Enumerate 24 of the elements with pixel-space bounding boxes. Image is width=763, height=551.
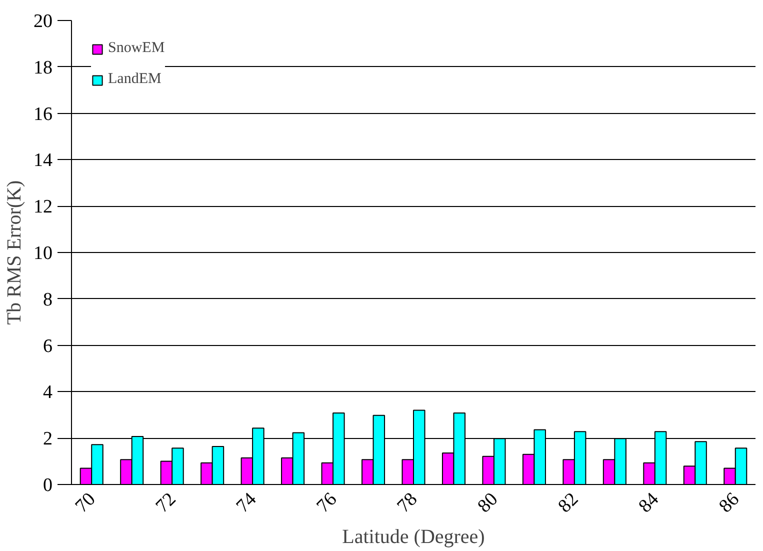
x-tick-label: 72 [152, 488, 180, 518]
x-tick-label: 78 [393, 488, 422, 518]
x-tick-label: 74 [232, 488, 262, 518]
legend-label: LandEM [108, 71, 162, 88]
y-tick-label: 4 [43, 382, 53, 404]
x-tick-label: 84 [634, 488, 664, 518]
y-tick-label: 6 [43, 336, 52, 357]
x-axis-title: Latitude (Degree) [342, 526, 485, 548]
y-tick-label: 18 [34, 57, 52, 78]
y-tick-label: 0 [43, 475, 52, 496]
x-tick-label: 80 [474, 488, 502, 518]
x-tick-label: 86 [715, 488, 744, 518]
x-tick-label: 76 [312, 488, 342, 518]
x-tick-label: 70 [71, 488, 100, 518]
y-tick-label: 8 [43, 289, 52, 310]
y-axis-title: Tb RMS Error(K) [4, 180, 26, 325]
y-tick-label: 14 [34, 150, 53, 172]
legend-label: SnowEM [108, 40, 165, 57]
y-tick-label: 16 [34, 104, 52, 125]
y-tick-label: 2 [43, 428, 52, 450]
y-tick-label: 20 [34, 11, 52, 32]
y-tick-label: 12 [34, 196, 52, 218]
x-tick-label: 82 [554, 488, 583, 518]
y-tick-label: 10 [34, 243, 52, 264]
